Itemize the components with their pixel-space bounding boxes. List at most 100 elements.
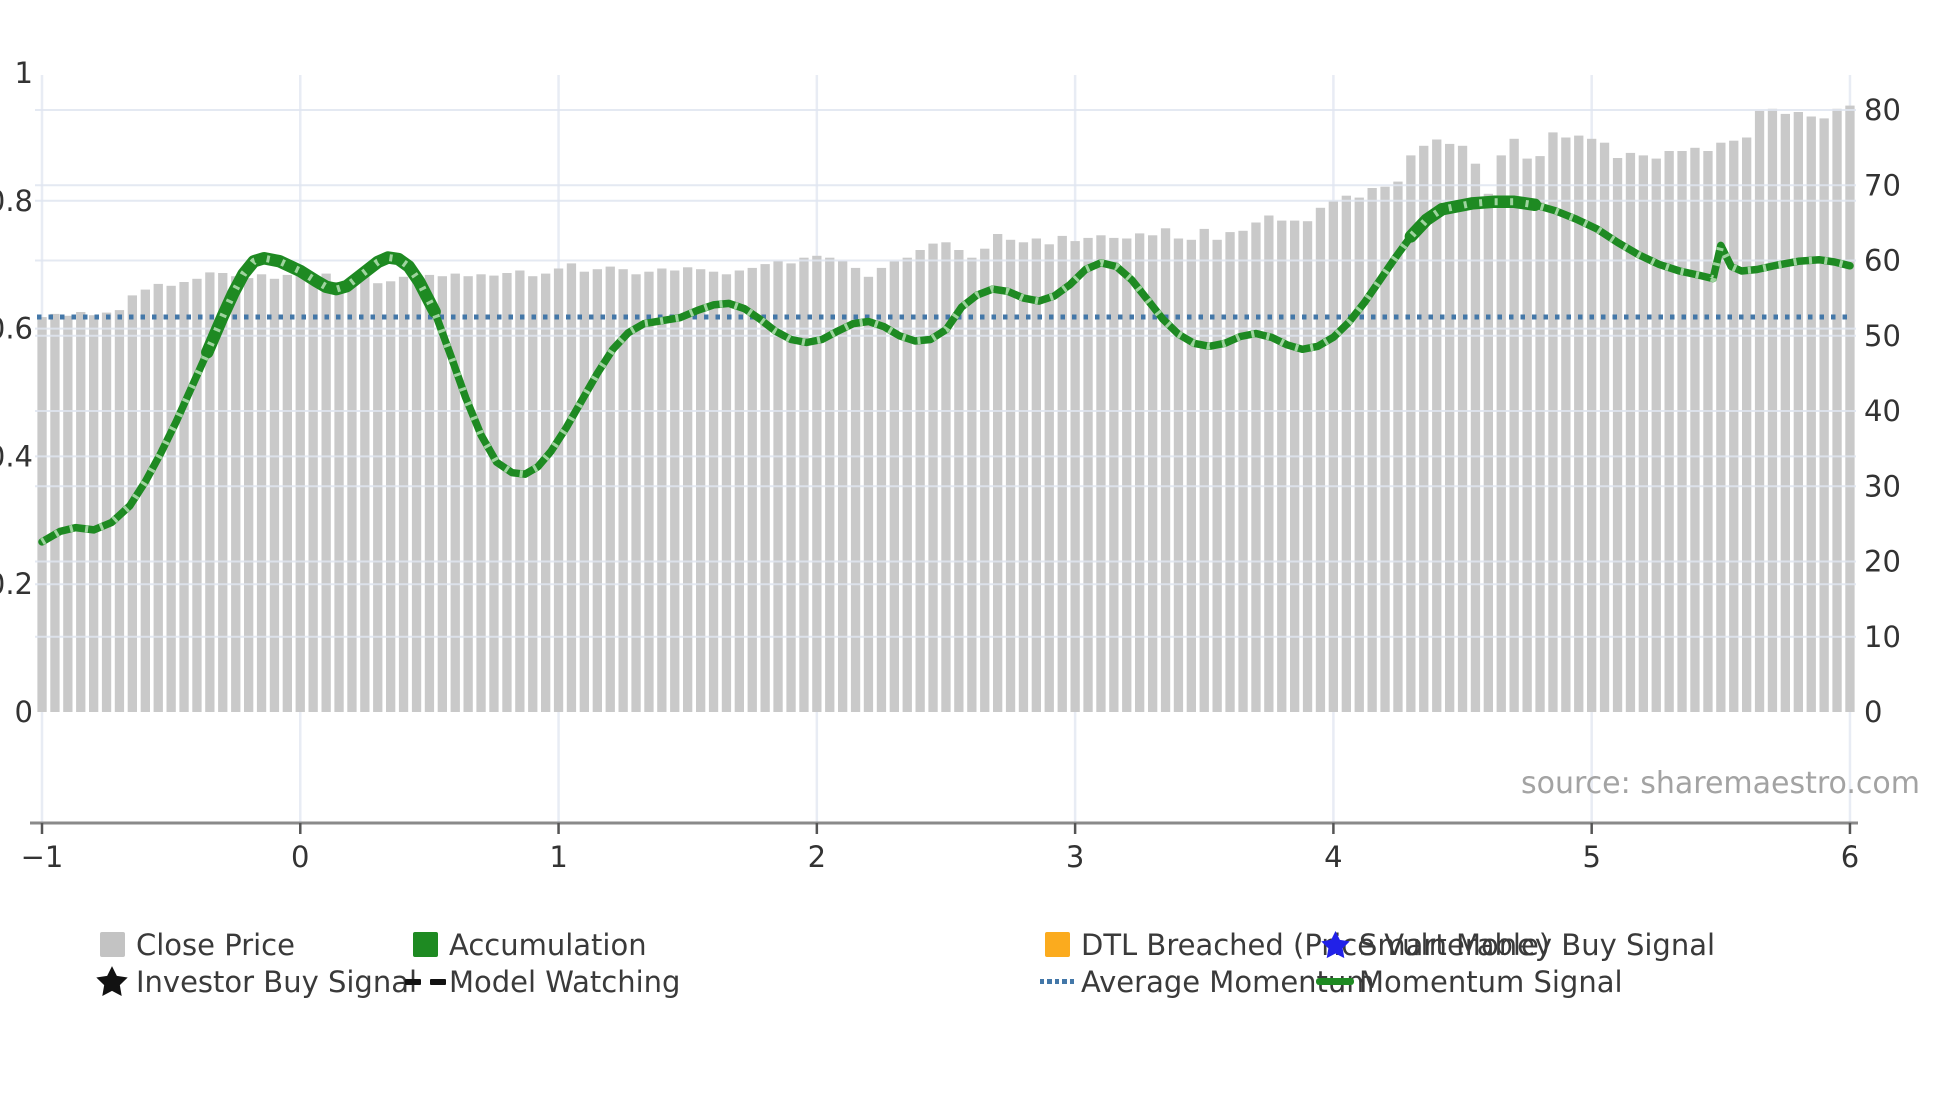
close-price-bar: [941, 242, 951, 713]
close-price-bar: [1819, 118, 1829, 712]
close-price-bar: [373, 283, 383, 712]
legend-label: Close Price: [136, 927, 295, 962]
close-price-bar: [1354, 197, 1364, 713]
close-price-bar: [708, 271, 719, 712]
close-price-bar: [928, 243, 938, 712]
right-y-tick-label: 20: [1864, 545, 1901, 579]
close-price-bar: [954, 250, 964, 712]
close-price-bar: [334, 282, 344, 712]
x-tick-label: 2: [808, 840, 826, 874]
left-y-tick-label: 1: [15, 56, 33, 90]
close-price-bar: [192, 278, 202, 712]
close-price-bar: [231, 276, 241, 712]
close-price-bar: [1690, 147, 1700, 713]
x-tick-label: 1: [549, 840, 567, 874]
close-price-bar: [1135, 233, 1145, 712]
close-price-bar: [360, 275, 370, 712]
x-tick-label: 5: [1582, 840, 1600, 874]
close-price-bar: [799, 257, 809, 712]
close-price-bar: [386, 281, 396, 712]
close-price-bar: [1173, 238, 1184, 712]
close-price-bar: [308, 276, 318, 712]
close-price-bar: [1742, 137, 1752, 712]
close-price-bar: [541, 273, 551, 712]
close-price-bar: [347, 278, 357, 712]
close-price-bar: [528, 276, 538, 712]
legend-label: Momentum Signal: [1359, 964, 1623, 999]
close-price-bar: [1160, 228, 1171, 713]
close-price-bar: [566, 263, 577, 712]
black-star-icon: [88, 965, 136, 998]
close-price-bar: [398, 276, 409, 712]
close-price-bar: [1096, 235, 1106, 713]
close-price-bar: [915, 250, 925, 712]
close-price-bar: [1612, 158, 1623, 712]
close-price-bar: [1806, 116, 1816, 712]
close-price-bar: [1845, 105, 1855, 713]
close-price-bar: [657, 268, 667, 712]
close-price-bar: [1186, 239, 1196, 713]
close-price-bar: [101, 312, 112, 712]
close-price-bar: [256, 274, 267, 712]
close-price-bar: [1199, 228, 1209, 712]
close-price-bar: [553, 268, 564, 712]
close-price-bar: [786, 263, 796, 712]
legend-label: Investor Buy Signal: [136, 964, 418, 999]
green-line-icon: [1311, 978, 1359, 985]
close-price-bar: [50, 313, 60, 712]
close-price-bar: [1238, 230, 1248, 713]
close-price-bar: [1716, 142, 1726, 712]
close-price-bar: [476, 274, 486, 712]
close-price-bar: [218, 273, 228, 712]
legend-item-model-watching: Model Watching: [401, 963, 680, 1000]
close-price-bar: [1018, 242, 1029, 713]
close-price-bar: [450, 273, 460, 712]
legend-label: Accumulation: [449, 927, 647, 962]
close-price-bar: [863, 276, 874, 712]
close-price-bar: [696, 269, 706, 712]
close-price-bar: [1057, 235, 1067, 712]
right-y-tick-label: 80: [1864, 93, 1901, 127]
close-price-bar: [424, 274, 435, 712]
close-price-bar: [295, 272, 305, 712]
legend-item-investor-buy-signal: Investor Buy Signal: [88, 963, 417, 1000]
close-price-bar: [1548, 132, 1558, 712]
close-price-bar: [1483, 193, 1493, 713]
close-price-bar: [644, 271, 654, 712]
close-price-bar: [1367, 188, 1377, 712]
legend-item-smart-money-buy-signal: Smart Money Buy Signal: [1311, 926, 1715, 963]
close-price-bar: [1393, 181, 1403, 713]
close-price-bar: [1509, 138, 1519, 713]
blue-dotted-line-icon: [1033, 979, 1081, 984]
close-price-bar: [437, 276, 447, 712]
x-tick-label: 6: [1841, 840, 1859, 874]
left-y-tick-label: 0.8: [0, 184, 33, 218]
close-price-bar: [980, 248, 990, 712]
close-price-bar: [1522, 158, 1532, 713]
right-y-tick-label: 50: [1864, 319, 1901, 353]
close-price-bar: [244, 278, 254, 712]
close-price-bar: [1109, 237, 1119, 712]
close-price-bar: [876, 267, 887, 712]
close-price-bar: [140, 289, 150, 712]
close-price-bar: [670, 270, 680, 712]
close-price-bar: [1457, 145, 1468, 713]
close-price-bar: [1419, 145, 1429, 713]
close-price-bar: [825, 257, 835, 712]
legend-item-momentum-signal: Momentum Signal: [1311, 963, 1623, 1000]
close-price-bar: [489, 275, 499, 712]
close-price-bar: [1574, 135, 1584, 713]
close-price-bar: [1044, 244, 1054, 713]
legend-label: Model Watching: [449, 964, 681, 999]
close-price-bar: [1406, 155, 1416, 712]
close-price-bar: [1625, 152, 1636, 712]
close-price-bar: [1638, 155, 1648, 712]
right-y-tick-label: 30: [1864, 469, 1901, 503]
left-y-tick-label: 0.2: [0, 567, 33, 601]
close-price-bar: [1664, 151, 1674, 712]
close-price-bar: [605, 266, 615, 712]
close-price-bar: [812, 255, 822, 713]
close-price-bar: [721, 274, 732, 712]
blue-star-icon: [1311, 930, 1359, 960]
